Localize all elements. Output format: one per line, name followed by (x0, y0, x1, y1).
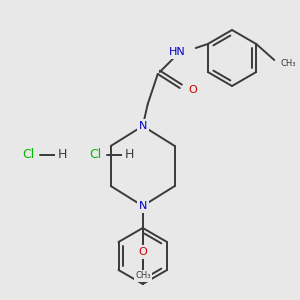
Text: N: N (139, 121, 147, 131)
Text: O: O (138, 247, 147, 257)
Text: H: H (57, 148, 67, 161)
Text: O: O (189, 85, 197, 95)
Text: HN: HN (169, 47, 186, 57)
Text: H: H (124, 148, 134, 161)
Text: Cl: Cl (89, 148, 101, 161)
Text: Cl: Cl (22, 148, 34, 161)
Text: CH₃: CH₃ (280, 59, 296, 68)
Text: N: N (139, 201, 147, 211)
Text: CH₃: CH₃ (135, 272, 151, 280)
